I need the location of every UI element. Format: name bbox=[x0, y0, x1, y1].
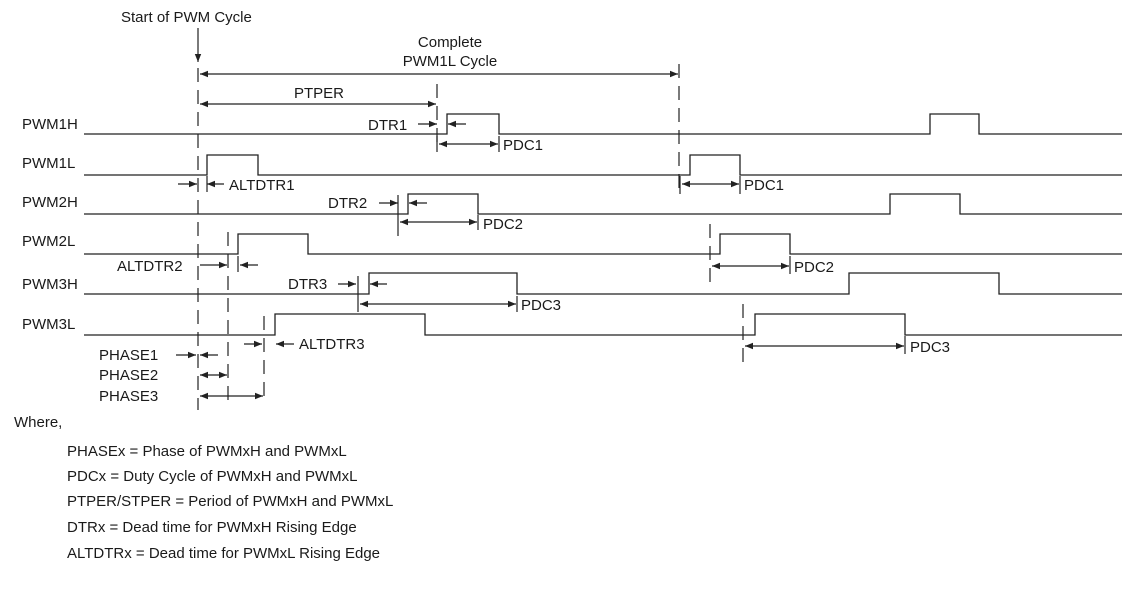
signal-label-pwm2l: PWM2L bbox=[22, 233, 75, 250]
signal-label-pwm1h: PWM1H bbox=[22, 116, 78, 133]
altdtr3-label: ALTDTR3 bbox=[299, 336, 365, 353]
signal-label-pwm1l: PWM1L bbox=[22, 155, 75, 172]
altdtr1-label: ALTDTR1 bbox=[229, 177, 295, 194]
altdtr2-label: ALTDTR2 bbox=[117, 258, 183, 275]
phase1-label: PHASE1 bbox=[99, 347, 158, 364]
signal-label-pwm2h: PWM2H bbox=[22, 194, 78, 211]
waveform-pwm2l bbox=[84, 233, 1122, 255]
legend-heading: Where, bbox=[14, 414, 62, 431]
waveform-pwm3h bbox=[84, 272, 1122, 295]
dtr3-label: DTR3 bbox=[288, 276, 327, 293]
complete-label-line2: PWM1L Cycle bbox=[403, 53, 497, 70]
signal-label-pwm3l: PWM3L bbox=[22, 316, 75, 333]
pdc3h-label: PDC3 bbox=[521, 297, 561, 314]
legend-line-dtr: DTRx = Dead time for PWMxH Rising Edge bbox=[67, 519, 357, 536]
pdc1l-label: PDC1 bbox=[744, 177, 784, 194]
legend-line-ptper: PTPER/STPER = Period of PWMxH and PWMxL bbox=[67, 493, 393, 510]
legend-line-altdtr: ALTDTRx = Dead time for PWMxL Rising Edg… bbox=[67, 545, 380, 562]
signal-label-pwm3h: PWM3H bbox=[22, 276, 78, 293]
ptper-label: PTPER bbox=[294, 85, 344, 102]
dtr2-label: DTR2 bbox=[328, 195, 367, 212]
legend-line-pdc: PDCx = Duty Cycle of PWMxH and PWMxL bbox=[67, 468, 357, 485]
pdc2h-label: PDC2 bbox=[483, 216, 523, 233]
pdc1h-label: PDC1 bbox=[503, 137, 543, 154]
start-of-cycle-label: Start of PWM Cycle bbox=[121, 9, 252, 26]
phase3-label: PHASE3 bbox=[99, 388, 158, 405]
waveform-pwm1h bbox=[84, 113, 1122, 135]
waveform-pwm1l bbox=[84, 154, 1122, 176]
waveform-pwm2h bbox=[84, 193, 1122, 215]
waveform-pwm3l bbox=[84, 313, 1122, 336]
pdc2l-label: PDC2 bbox=[794, 259, 834, 276]
phase2-label: PHASE2 bbox=[99, 367, 158, 384]
dtr1-label: DTR1 bbox=[368, 117, 407, 134]
pdc3l-label: PDC3 bbox=[910, 339, 950, 356]
legend-line-phase: PHASEx = Phase of PWMxH and PWMxL bbox=[67, 443, 347, 460]
complete-label-line1: Complete bbox=[418, 34, 482, 51]
